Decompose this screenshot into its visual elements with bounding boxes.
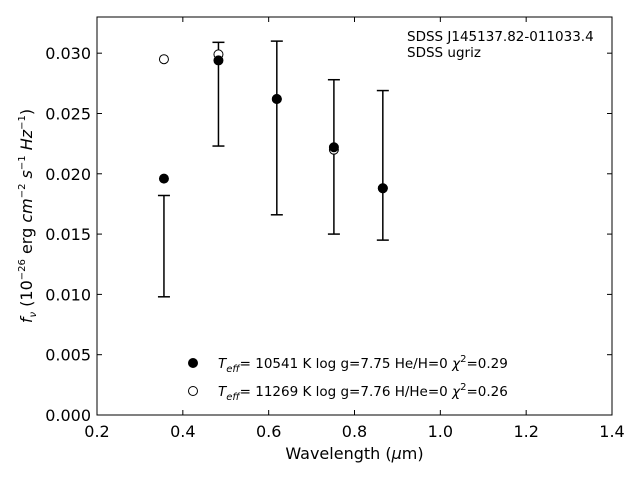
point-filled-circle [271,94,282,105]
x-tick-label: 1.4 [599,422,624,441]
legend: Teff= 10541 K log g=7.75 He/H=0 χ2=0.29 … [188,354,508,403]
legend-entry-1: Teff= 10541 K log g=7.75 He/H=0 χ2=0.29 [218,354,508,375]
error-bars [157,40,389,298]
y-tick-label: 0.025 [45,104,91,123]
legend-entry-2: Teff= 11269 K log g=7.76 H/He=0 χ2=0.26 [218,382,508,403]
y-tick-label: 0.030 [45,44,91,63]
x-axis-ticks: 0.2 0.4 0.6 0.8 1.0 1.2 1.4 [84,17,625,441]
x-tick-label: 1.2 [513,422,538,441]
y-tick-label: 0.020 [45,165,91,184]
legend-marker-open [188,386,198,396]
x-tick-label: 0.8 [342,422,367,441]
plot-area [97,17,612,415]
x-tick-label: 0.6 [256,422,281,441]
object-name-annotation: SDSS J145137.82-011033.4 [407,29,594,45]
data-markers [158,49,388,194]
y-axis-ticks: 0.000 0.005 0.010 0.015 0.020 0.025 0.030 [45,44,612,425]
y-tick-label: 0.005 [45,346,91,365]
x-axis-label: Wavelength (μm) [285,444,423,463]
point-filled-circle [158,173,169,184]
y-tick-label: 0.015 [45,225,91,244]
point-filled-circle [328,142,339,153]
y-axis-label: fν (10−26 erg cm−2 s−1 Hz−1) [17,109,39,323]
photometry-annotation: SDSS ugriz [407,45,481,61]
x-tick-label: 1.0 [428,422,453,441]
point-filled-circle [213,55,224,66]
y-tick-label: 0.000 [45,406,91,425]
point-filled-circle [377,183,388,194]
x-tick-label: 0.2 [84,422,109,441]
point-open-circle [158,54,169,65]
legend-marker-filled [188,358,198,368]
x-tick-label: 0.4 [170,422,195,441]
y-tick-label: 0.010 [45,285,91,304]
